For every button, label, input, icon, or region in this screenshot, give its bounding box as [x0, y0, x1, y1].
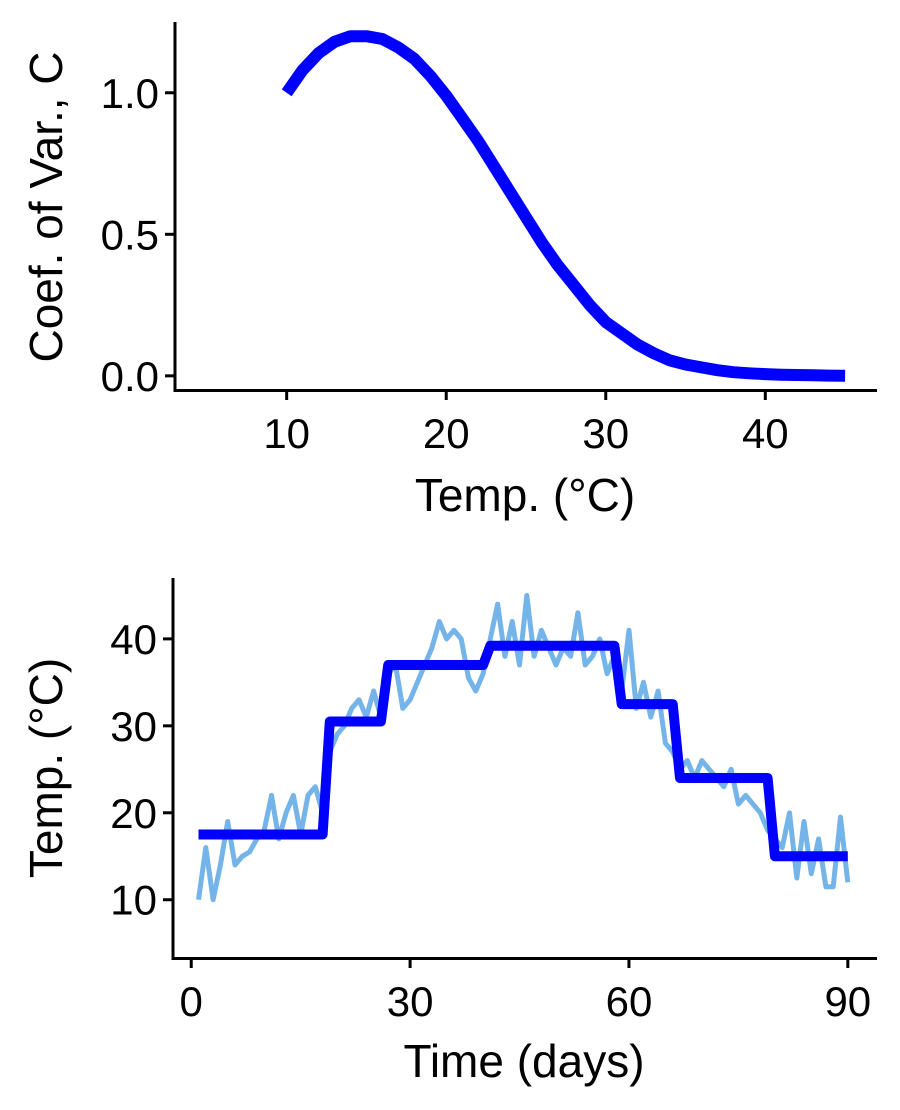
x-tick-label: 60 — [606, 978, 653, 1025]
series-line — [281, 30, 846, 382]
panel-2-x-ticks: 0 30 60 90 — [180, 958, 871, 1025]
y-tick-label: 1.0 — [101, 70, 159, 117]
y-tick-label: 0.5 — [101, 211, 159, 258]
panel-1-series — [281, 30, 846, 382]
panel-1-y-axis-title: Coef. of Var., C — [20, 51, 72, 362]
temp-vs-time-panel: 0 30 60 90 10 20 30 40 Time (days) Temp. (°C) — [20, 578, 877, 1087]
y-tick-label: 0.0 — [101, 353, 159, 400]
panel-1-x-axis-title: Temp. (°C) — [415, 469, 635, 521]
y-tick-label: 10 — [110, 877, 157, 924]
panel-2-series — [196, 592, 851, 903]
x-tick-label: 40 — [742, 410, 789, 457]
series-line — [196, 592, 851, 903]
x-tick-label: 20 — [423, 410, 470, 457]
series-line — [198, 640, 848, 862]
panel-1-y-ticks: 0.0 0.5 1.0 — [101, 70, 175, 400]
y-tick-label: 20 — [110, 790, 157, 837]
y-tick-label: 40 — [110, 616, 157, 663]
x-tick-label: 30 — [387, 978, 434, 1025]
y-tick-label: 30 — [110, 703, 157, 750]
x-tick-label: 10 — [263, 410, 310, 457]
cv-vs-temp-panel: 10 20 30 40 0.0 0.5 1.0 Temp. (°C) Coef. of V… — [20, 22, 877, 521]
panel-2-y-ticks: 10 20 30 40 — [110, 616, 173, 924]
panel-2-y-axis-title: Temp. (°C) — [20, 658, 72, 878]
panel-2-x-axis-title: Time (days) — [403, 1035, 644, 1087]
x-tick-label: 90 — [824, 978, 871, 1025]
x-tick-label: 30 — [582, 410, 629, 457]
x-tick-label: 0 — [180, 978, 203, 1025]
panel-1-x-ticks: 10 20 30 40 — [263, 390, 789, 457]
